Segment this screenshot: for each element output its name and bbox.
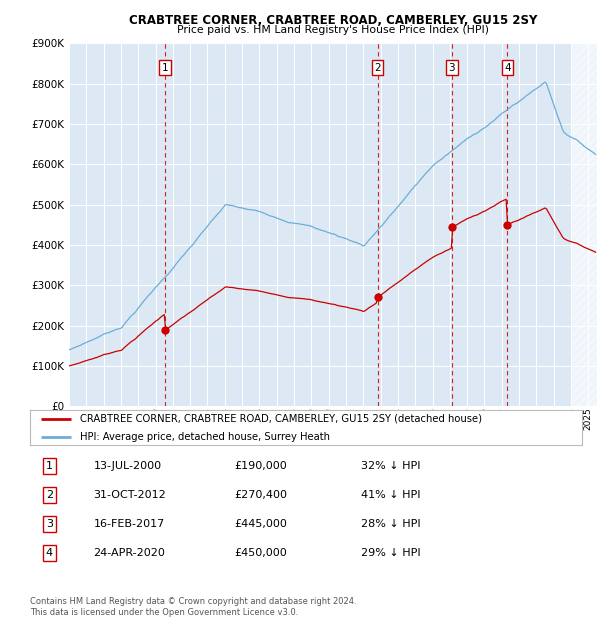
Text: 1: 1	[46, 461, 53, 471]
Text: 4: 4	[504, 63, 511, 73]
Text: Price paid vs. HM Land Registry's House Price Index (HPI): Price paid vs. HM Land Registry's House …	[177, 25, 489, 35]
Text: 29% ↓ HPI: 29% ↓ HPI	[361, 548, 421, 558]
Text: 1: 1	[161, 63, 168, 73]
Text: HPI: Average price, detached house, Surrey Heath: HPI: Average price, detached house, Surr…	[80, 432, 329, 442]
Text: 31-OCT-2012: 31-OCT-2012	[94, 490, 166, 500]
Text: £450,000: £450,000	[234, 548, 287, 558]
Text: 2: 2	[46, 490, 53, 500]
Text: £445,000: £445,000	[234, 519, 287, 529]
Bar	[571, 43, 597, 406]
Text: 24-APR-2020: 24-APR-2020	[94, 548, 166, 558]
Text: 13-JUL-2000: 13-JUL-2000	[94, 461, 161, 471]
Text: 41% ↓ HPI: 41% ↓ HPI	[361, 490, 421, 500]
Text: CRABTREE CORNER, CRABTREE ROAD, CAMBERLEY, GU15 2SY (detached house): CRABTREE CORNER, CRABTREE ROAD, CAMBERLE…	[80, 414, 482, 424]
Text: 2: 2	[374, 63, 381, 73]
Text: 16-FEB-2017: 16-FEB-2017	[94, 519, 165, 529]
Text: 4: 4	[46, 548, 53, 558]
Text: £270,400: £270,400	[234, 490, 287, 500]
Text: Contains HM Land Registry data © Crown copyright and database right 2024.
This d: Contains HM Land Registry data © Crown c…	[30, 598, 356, 617]
Text: 3: 3	[46, 519, 53, 529]
Text: £190,000: £190,000	[234, 461, 287, 471]
Text: 32% ↓ HPI: 32% ↓ HPI	[361, 461, 421, 471]
Text: 28% ↓ HPI: 28% ↓ HPI	[361, 519, 421, 529]
Text: CRABTREE CORNER, CRABTREE ROAD, CAMBERLEY, GU15 2SY: CRABTREE CORNER, CRABTREE ROAD, CAMBERLE…	[129, 14, 537, 27]
Text: 3: 3	[449, 63, 455, 73]
